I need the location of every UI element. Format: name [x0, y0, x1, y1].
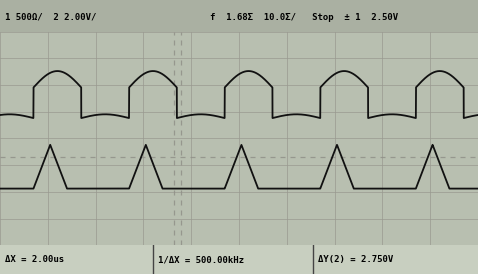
Text: ΔX = 2.00us: ΔX = 2.00us — [5, 255, 64, 264]
Text: 1/ΔX = 500.00kHz: 1/ΔX = 500.00kHz — [158, 255, 244, 264]
Text: f  1.68Σ  10.0Σ/   Stop  ± 1  2.50V: f 1.68Σ 10.0Σ/ Stop ± 1 2.50V — [210, 13, 399, 22]
Text: ΔY(2) = 2.750V: ΔY(2) = 2.750V — [318, 255, 393, 264]
Text: 1 500Ω/  2 2.00V/: 1 500Ω/ 2 2.00V/ — [5, 13, 96, 22]
